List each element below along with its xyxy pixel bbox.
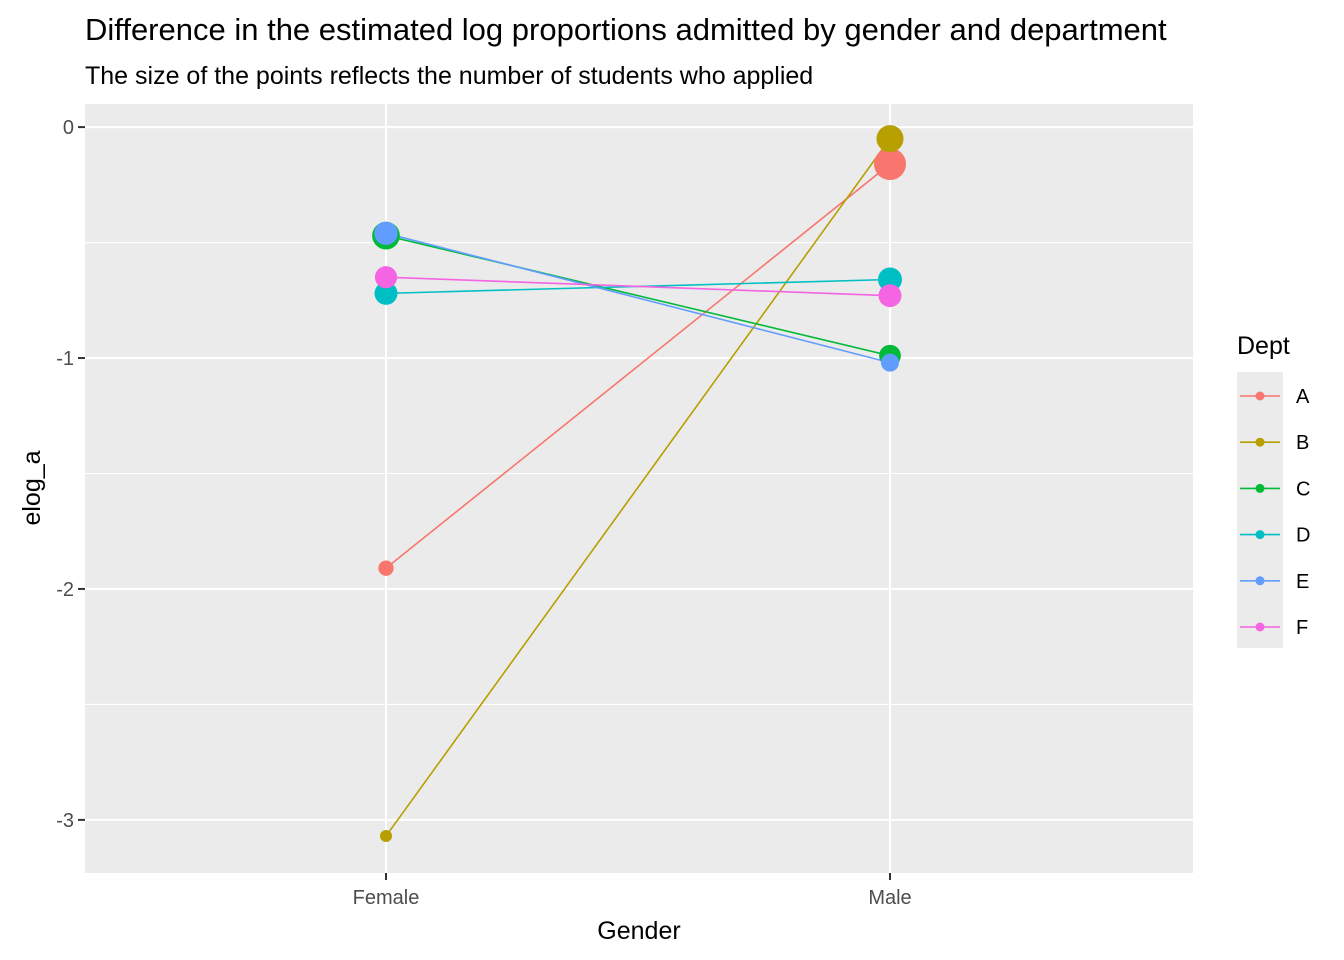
legend-label: C [1296,478,1310,500]
legend-label: F [1296,617,1308,639]
legend-label: D [1296,525,1310,547]
legend-key-point [1255,391,1265,401]
point-a-male [874,148,906,181]
legend-key-point [1255,437,1265,447]
point-f-male [878,284,902,308]
x-tick-label: Female [353,887,420,909]
legend-key-point [1255,576,1265,586]
legend-item-b: B [1240,432,1309,454]
legend-item-a: A [1240,386,1310,408]
y-tick-label: -1 [56,348,74,370]
legend-label: A [1296,386,1310,408]
point-b-male [876,125,904,153]
series-line-e [385,232,891,364]
point-d-female [374,281,398,305]
legend: Dept A B C D E F [1237,332,1310,648]
point-d-male [878,267,902,292]
legend-item-f: F [1240,617,1308,639]
legend-key-background [1237,372,1283,648]
series-line-a [385,163,891,569]
legend-key-point [1255,622,1265,632]
legend-item-e: E [1240,571,1309,593]
series-line-f [385,276,891,297]
series-line-b [385,138,891,837]
minor-gridlines [85,242,1193,705]
y-tick-label: 0 [63,117,74,139]
legend-label: B [1296,432,1309,454]
y-axis-title: elog_a [18,450,46,525]
legend-key-point [1255,483,1265,493]
series-lines [385,138,891,837]
point-e-female [374,221,398,246]
legend-title: Dept [1237,332,1290,360]
chart-title: Difference in the estimated log proporti… [85,12,1167,47]
point-e-male [880,353,900,372]
point-b-female [380,830,392,843]
legend-item-d: D [1240,525,1310,547]
x-axis: Female Male [353,873,912,909]
y-tick-label: -3 [56,810,74,832]
chart-subtitle: The size of the points reflects the numb… [85,62,813,90]
y-axis: 0 -1 -2 -3 [56,117,85,832]
y-tick-label: -2 [56,579,74,601]
x-tick-label: Male [868,887,911,909]
plot-panel [85,104,1193,873]
point-a-female [378,560,394,576]
point-f-female [374,266,398,289]
major-gridlines [85,104,1193,873]
legend-label: E [1296,571,1309,593]
x-axis-title: Gender [597,917,680,945]
legend-key-point [1255,530,1265,540]
series-points [372,125,906,843]
legend-item-c: C [1240,478,1310,500]
